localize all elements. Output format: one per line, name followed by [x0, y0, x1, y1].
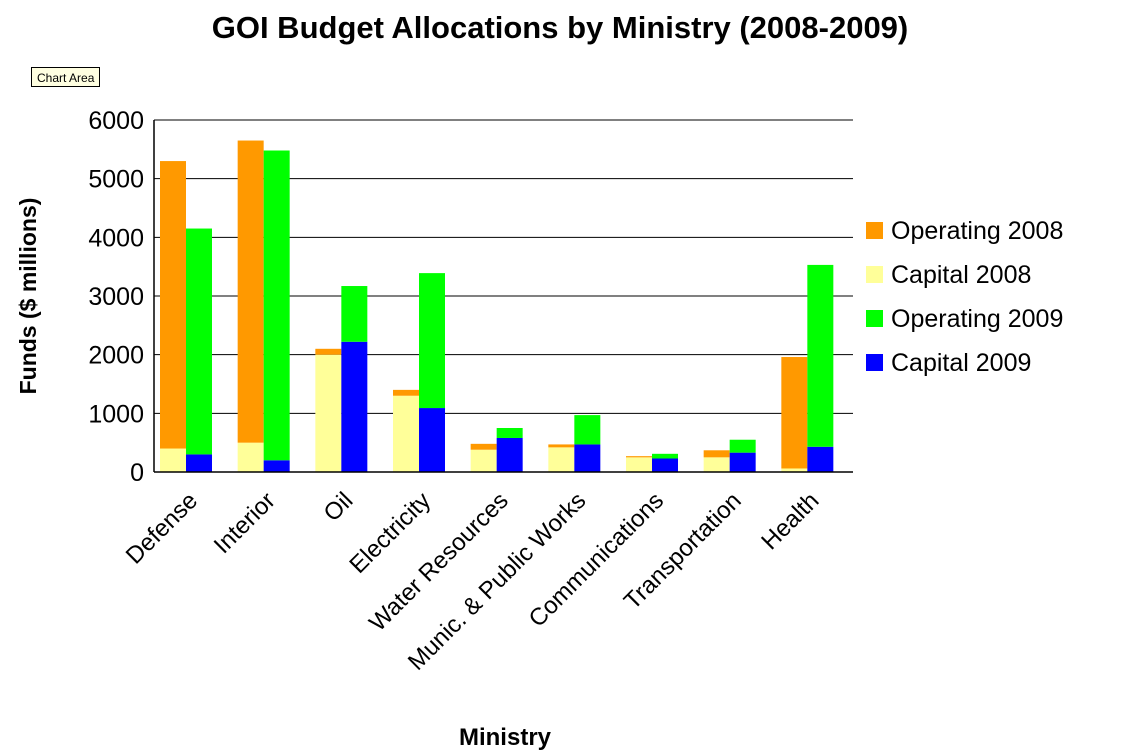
bar-segment	[315, 348, 342, 355]
bar-segment	[419, 273, 445, 409]
bar-segment	[703, 450, 730, 458]
legend-label: Capital 2009	[891, 349, 1031, 377]
bar-segment	[807, 446, 834, 472]
bar-segment	[186, 454, 212, 472]
bar-segment	[496, 428, 523, 438]
legend-swatch	[866, 310, 883, 327]
x-tick-label: Communications	[524, 487, 669, 632]
legend-label: Capital 2008	[891, 261, 1031, 289]
bar-segment	[393, 389, 419, 396]
bar-segment	[341, 341, 368, 472]
bar-segment	[160, 161, 186, 449]
x-tick-label: Defense	[121, 487, 203, 569]
bar-segment	[315, 354, 342, 472]
y-tick-labels: 0 1000 2000 3000 4000 5000 6000	[88, 107, 144, 487]
chart-area-tooltip: Chart Area	[31, 67, 101, 87]
bar-segment	[807, 264, 834, 447]
x-tick-label: Interior	[209, 487, 281, 559]
bar-segment	[470, 449, 497, 472]
legend-swatch	[866, 266, 883, 283]
bar-segment	[496, 437, 523, 472]
y-axis-label: Funds ($ millions)	[15, 198, 41, 395]
bar-segment	[626, 456, 652, 458]
x-tick-label: Water Resources	[364, 487, 514, 637]
legend-swatch	[866, 354, 883, 371]
axes	[153, 120, 853, 473]
y-tick-label: 1000	[88, 400, 144, 428]
bar-stacks	[160, 140, 834, 472]
bar-segment	[652, 453, 678, 459]
x-axis-label: Ministry	[459, 724, 552, 751]
y-tick-label: 3000	[88, 283, 144, 311]
legend-label: Operating 2009	[891, 305, 1063, 333]
bar-segment	[186, 228, 212, 455]
bar-segment	[729, 439, 756, 453]
legend-swatch	[866, 222, 883, 239]
bar-segment	[341, 286, 368, 342]
bar-segment	[626, 457, 652, 472]
bar-segment	[548, 447, 575, 472]
bar-segment	[548, 444, 575, 448]
bar-segment	[574, 444, 601, 472]
bar-segment	[574, 415, 601, 445]
y-tick-label: 2000	[88, 342, 144, 370]
chart-title: GOI Budget Allocations by Ministry (2008…	[212, 10, 909, 45]
bar-segment	[263, 150, 290, 461]
bar-segment	[652, 458, 678, 472]
bar-segment	[160, 448, 186, 472]
y-tick-label: 6000	[88, 107, 144, 135]
bar-segment	[729, 452, 756, 472]
bar-segment	[781, 357, 808, 469]
bar-segment	[781, 468, 808, 472]
bar-segment	[237, 442, 264, 472]
legend-label: Operating 2008	[891, 217, 1063, 245]
y-tick-label: 0	[130, 459, 144, 487]
bar-segment	[703, 457, 730, 472]
x-tick-label: Health	[756, 487, 824, 555]
bar-segment	[470, 443, 497, 450]
bar-segment	[263, 460, 290, 472]
legend: Operating 2008 Capital 2008 Operating 2009…	[866, 217, 1063, 377]
bar-segment	[393, 395, 419, 472]
y-tick-label: 5000	[88, 166, 144, 194]
y-tick-label: 4000	[88, 224, 144, 252]
x-tick-label: Oil	[319, 487, 359, 527]
bar-segment	[237, 140, 264, 443]
bar-segment	[419, 408, 445, 472]
